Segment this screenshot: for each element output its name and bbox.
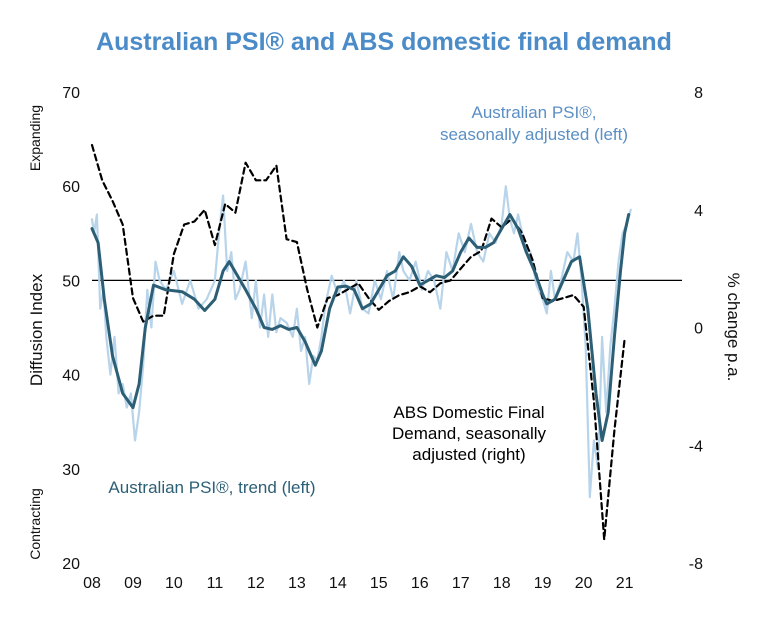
y-left-tick-label: 20 (62, 556, 80, 573)
annotation-line: Australian PSI®, (472, 103, 597, 122)
annotation-line: Demand, seasonally (392, 424, 547, 443)
x-tick-label: 11 (207, 575, 224, 592)
y-left-tick-label: 50 (62, 273, 80, 290)
x-tick-label: 10 (165, 575, 183, 592)
annotation-sa: Australian PSI®, seasonally adjusted (lef… (440, 103, 628, 144)
y-axis-left: 20 30 40 50 60 70 (62, 85, 80, 573)
y-right-tick-label: -8 (689, 556, 703, 573)
y-left-tick-label: 30 (62, 462, 80, 479)
x-tick-label: 12 (247, 575, 265, 592)
annotation-trend: Australian PSI®, trend (left) (108, 478, 315, 497)
y-axis-right: -8 -4 0 4 8 (689, 85, 703, 573)
annotation-line: Australian PSI®, trend (left) (108, 478, 315, 497)
expanding-label: Expanding (27, 105, 43, 171)
x-tick-label: 09 (124, 575, 142, 592)
y-right-tick-label: 8 (694, 85, 703, 102)
x-tick-label: 14 (329, 575, 347, 592)
contracting-label: Contracting (27, 488, 43, 560)
y-right-tick-label: -4 (689, 438, 703, 455)
annotation-dfd: ABS Domestic Final Demand, seasonally adju… (392, 403, 547, 464)
x-tick-label: 16 (411, 575, 429, 592)
series-line-sa (90, 185, 632, 499)
x-tick-label: 21 (616, 575, 634, 592)
x-tick-label: 17 (452, 575, 470, 592)
x-axis: 08 09 10 11 12 13 14 15 16 17 18 19 20 21 (83, 575, 634, 592)
plot-area: 08 09 10 11 12 13 14 15 16 17 18 19 20 21 20304050607… (62, 85, 703, 592)
x-tick-label: 19 (534, 575, 552, 592)
y-left-tick-label: 40 (62, 368, 80, 385)
x-tick-label: 18 (493, 575, 511, 592)
y-right-tick-label: 4 (694, 203, 703, 220)
x-tick-label: 20 (575, 575, 593, 592)
chart-title: Australian PSI® and ABS domestic final d… (96, 28, 672, 56)
x-tick-label: 08 (83, 575, 101, 592)
y-axis-left-label: Diffusion Index (27, 273, 46, 386)
series-layer (90, 143, 632, 541)
annotation-line: ABS Domestic Final (393, 403, 544, 422)
annotation-line: adjusted (right) (412, 445, 525, 464)
annotation-line: seasonally adjusted (left) (440, 125, 628, 144)
x-tick-label: 15 (370, 575, 388, 592)
series-line-trend (90, 213, 631, 442)
y-left-tick-label: 60 (62, 179, 80, 196)
y-right-tick-label: 0 (694, 321, 703, 338)
x-tick-label: 13 (288, 575, 306, 592)
y-axis-right-label: % change p.a. (724, 273, 743, 382)
y-left-tick-label: 70 (62, 85, 80, 102)
